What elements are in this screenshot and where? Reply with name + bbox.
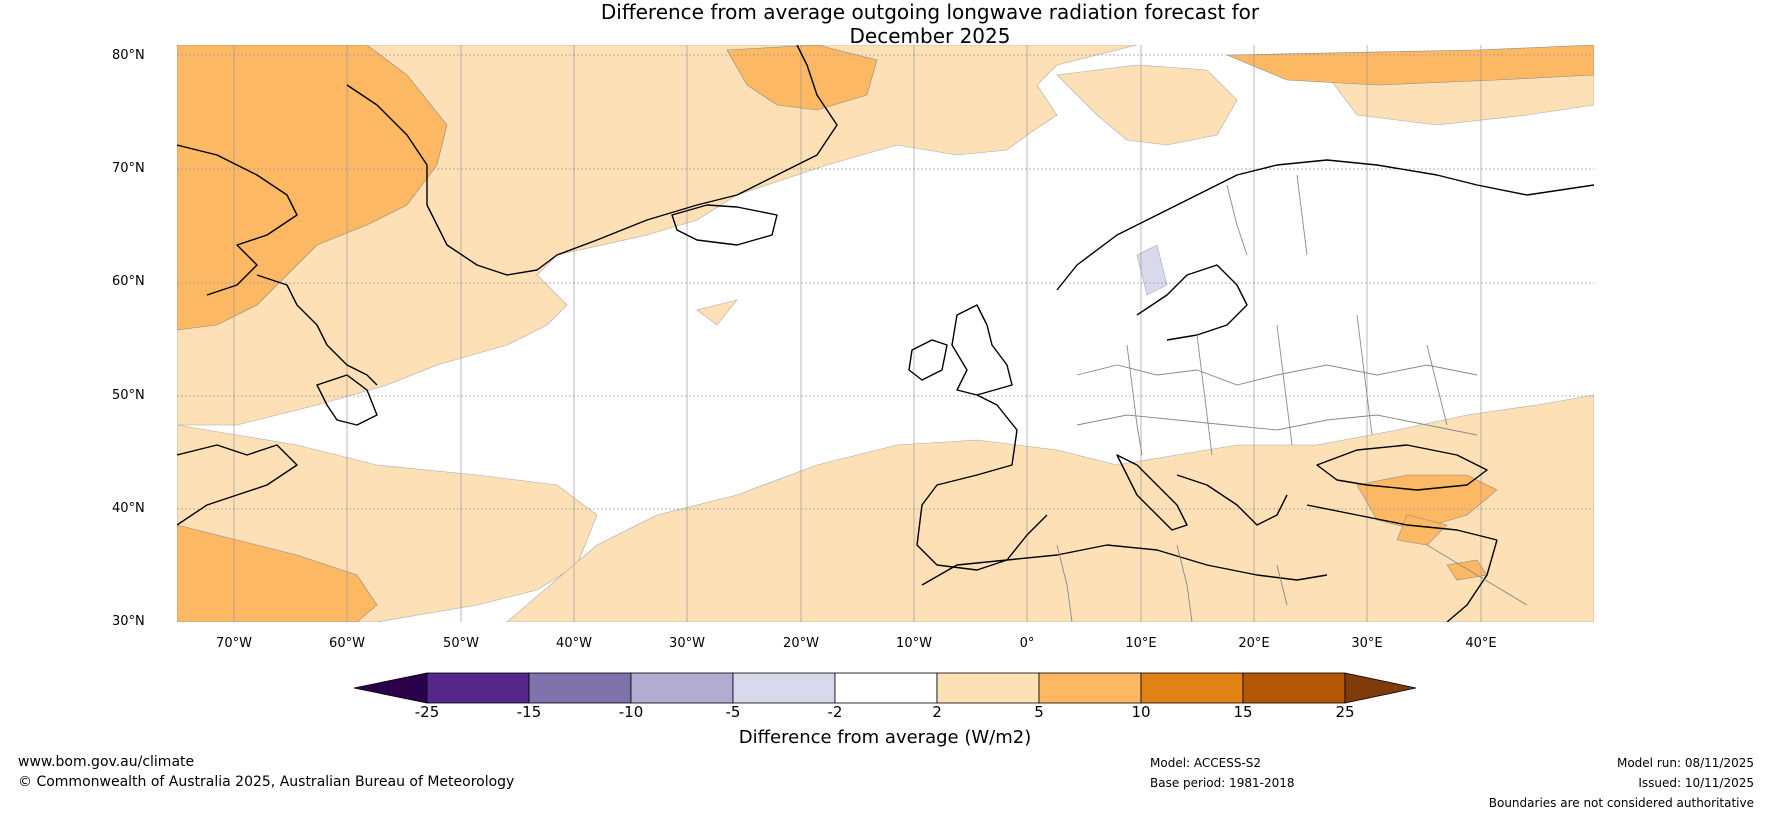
lon-label-10w: 10°W: [896, 636, 932, 651]
newfoundland: [316, 374, 378, 426]
colorbar-segment-neg15-neg10: [528, 672, 632, 704]
greenland-coast: [346, 45, 838, 276]
footer-base-period: Base period: 1981-2018: [1150, 776, 1295, 790]
map-plot: [177, 45, 1594, 622]
turkey-coast: [1306, 504, 1498, 541]
lon-label-20w: 20°W: [783, 636, 819, 651]
ireland: [908, 339, 948, 381]
black-sea: [1316, 444, 1488, 491]
colorbar-segment-2-5: [936, 672, 1040, 704]
nova-scotia-coast: [177, 444, 298, 526]
canada-coast-north: [177, 144, 298, 296]
title-line-1: Difference from average outgoing longwav…: [600, 0, 1260, 24]
colorbar: [353, 672, 1417, 704]
footer-copyright: © Commonwealth of Australia 2025, Austra…: [18, 774, 515, 790]
national-borders: [1056, 174, 1528, 622]
scandinavia-coast: [1056, 159, 1594, 291]
lat-label-70n: 70°N: [112, 161, 145, 176]
lat-label-50n: 50°N: [112, 388, 145, 403]
colorbar-segment-neg10-neg5: [630, 672, 734, 704]
colorbar-segment-neg2-2: [834, 672, 938, 704]
lon-label-40w: 40°W: [556, 636, 592, 651]
colorbar-segment-10-15: [1140, 672, 1244, 704]
baltic-coast: [1136, 264, 1248, 341]
colorbar-tick-2: 2: [932, 703, 942, 721]
lon-label-30e: 30°E: [1351, 636, 1383, 651]
north-africa-coast: [921, 544, 1328, 586]
italy: [1116, 454, 1188, 531]
colorbar-tick-10: 10: [1131, 703, 1151, 721]
colorbar-tick-neg15: -15: [516, 703, 542, 721]
lon-label-60w: 60°W: [329, 636, 365, 651]
coastlines: [177, 45, 1594, 622]
footer-website: www.bom.gov.au/climate: [18, 754, 195, 770]
lat-label-60n: 60°N: [112, 274, 145, 289]
title-line-2: December 2025: [849, 24, 1011, 48]
labrador-coast: [256, 274, 378, 386]
colorbar-extend-low: [353, 672, 428, 704]
levant-coast: [1446, 539, 1498, 622]
balkans-coast: [1176, 474, 1288, 526]
colorbar-tick-5: 5: [1034, 703, 1044, 721]
colorbar-segment-15-25: [1242, 672, 1346, 704]
colorbar-label: Difference from average (W/m2): [738, 727, 1032, 748]
lat-label-40n: 40°N: [112, 501, 145, 516]
colorbar-tick-neg25: -25: [414, 703, 440, 721]
colorbar-tick-25: 25: [1335, 703, 1355, 721]
footer-model-run: Model run: 08/11/2025: [1616, 756, 1754, 770]
colorbar-tick-neg10: -10: [618, 703, 644, 721]
lon-label-20e: 20°E: [1238, 636, 1270, 651]
colorbar-tick-15: 15: [1233, 703, 1253, 721]
lat-label-80n: 80°N: [112, 48, 145, 63]
colorbar-segment-neg5-neg2: [732, 672, 836, 704]
map-title: Difference from average outgoing longwav…: [0, 0, 1770, 48]
graticule: [177, 45, 1594, 622]
colorbar-tick-neg5: -5: [725, 703, 741, 721]
great-britain: [951, 304, 1013, 396]
lon-label-40e: 40°E: [1465, 636, 1497, 651]
footer-model: Model: ACCESS-S2: [1150, 756, 1262, 770]
lon-label-70w: 70°W: [216, 636, 252, 651]
lon-label-30w: 30°W: [669, 636, 705, 651]
lat-label-30n: 30°N: [112, 614, 145, 629]
colorbar-tick-neg2: -2: [827, 703, 843, 721]
footer-disclaimer: Boundaries are not considered authoritat…: [1488, 796, 1754, 810]
colorbar-extend-high: [1344, 672, 1417, 704]
iceland: [671, 204, 778, 246]
footer-issued: Issued: 10/11/2025: [1638, 776, 1754, 790]
anomaly-negative-patch: [1136, 244, 1168, 296]
lon-label-0: 0°: [1019, 636, 1035, 651]
colorbar-segment-5-10: [1038, 672, 1142, 704]
colorbar-segment-neg25-neg15: [426, 672, 530, 704]
lon-label-10e: 10°E: [1125, 636, 1157, 651]
lon-label-50w: 50°W: [443, 636, 479, 651]
